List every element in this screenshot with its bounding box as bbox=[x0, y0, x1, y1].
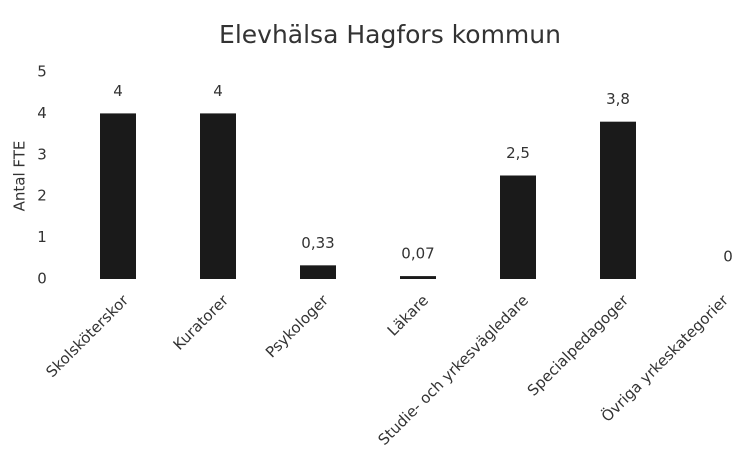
bar bbox=[100, 113, 136, 280]
bar bbox=[600, 121, 636, 280]
bar bbox=[300, 265, 336, 279]
value-label: 4 bbox=[113, 82, 123, 100]
x-tick-label: Skolsköterskor bbox=[42, 291, 132, 381]
y-tick-label: 1 bbox=[37, 228, 47, 246]
value-label: 2,5 bbox=[506, 144, 530, 162]
chart-title: Elevhälsa Hagfors kommun bbox=[219, 20, 561, 49]
value-label: 3,8 bbox=[606, 90, 630, 108]
x-tick-label: Specialpedagoger bbox=[524, 291, 633, 400]
x-tick-label: Läkare bbox=[384, 291, 432, 339]
x-tick-label: Psykologer bbox=[262, 291, 333, 362]
y-tick-label: 5 bbox=[37, 63, 47, 81]
value-label: 0,33 bbox=[301, 234, 334, 252]
bar bbox=[200, 113, 236, 280]
value-label: 4 bbox=[213, 82, 223, 100]
y-tick-label: 3 bbox=[37, 145, 47, 163]
bar bbox=[400, 276, 436, 279]
y-tick-label: 0 bbox=[37, 270, 47, 288]
value-label: 0,07 bbox=[401, 245, 434, 263]
y-axis-label: Antal FTE bbox=[11, 141, 29, 212]
bar bbox=[500, 175, 536, 279]
x-tick-label: Kuratorer bbox=[170, 291, 233, 354]
y-tick-label: 2 bbox=[37, 187, 47, 205]
value-label: 0 bbox=[723, 248, 733, 266]
y-tick-label: 4 bbox=[37, 104, 47, 122]
